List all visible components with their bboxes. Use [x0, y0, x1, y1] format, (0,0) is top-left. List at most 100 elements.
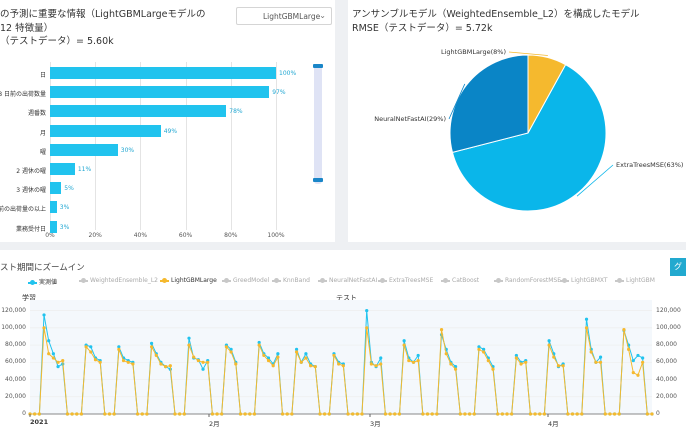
feature-bar[interactable]: [50, 163, 75, 175]
legend-item[interactable]: CatBoost: [441, 277, 479, 284]
series-point[interactable]: [248, 412, 252, 416]
series-point[interactable]: [444, 352, 448, 356]
series-point[interactable]: [159, 362, 163, 366]
series-point[interactable]: [229, 350, 233, 354]
series-point[interactable]: [56, 365, 60, 369]
feature-bar[interactable]: [50, 220, 57, 233]
series-point[interactable]: [542, 412, 547, 416]
series-point[interactable]: [369, 362, 373, 366]
series-point[interactable]: [210, 412, 214, 416]
series-point[interactable]: [201, 360, 205, 364]
series-point[interactable]: [84, 345, 88, 349]
series-point[interactable]: [47, 352, 51, 356]
series-point[interactable]: [449, 362, 453, 366]
series-point[interactable]: [458, 412, 462, 416]
series-point[interactable]: [56, 360, 60, 364]
series-point[interactable]: [575, 412, 579, 416]
feature-bar[interactable]: [50, 124, 161, 137]
series-point[interactable]: [89, 345, 93, 349]
series-point[interactable]: [257, 340, 261, 345]
series-point[interactable]: [402, 343, 406, 347]
series-point[interactable]: [439, 327, 444, 332]
series-point[interactable]: [276, 352, 280, 356]
series-point[interactable]: [500, 412, 504, 416]
legend-item[interactable]: ExtraTreesMSE: [378, 277, 433, 284]
pie-slice[interactable]: [451, 63, 607, 212]
series-point[interactable]: [93, 358, 98, 362]
series-point[interactable]: [234, 362, 238, 366]
feature-bar[interactable]: [50, 143, 118, 156]
series-point[interactable]: [645, 412, 649, 416]
series-point[interactable]: [627, 347, 631, 351]
series-point[interactable]: [323, 412, 327, 416]
series-point[interactable]: [416, 353, 420, 358]
series-point[interactable]: [566, 412, 570, 416]
series-point[interactable]: [598, 355, 603, 359]
series-point[interactable]: [453, 365, 458, 369]
series-point[interactable]: [365, 309, 369, 313]
series-point[interactable]: [243, 412, 247, 416]
series-point[interactable]: [98, 360, 102, 364]
series-point[interactable]: [584, 326, 589, 330]
series-point[interactable]: [178, 412, 182, 416]
series-point[interactable]: [425, 412, 430, 416]
series-point[interactable]: [285, 412, 289, 416]
series-point[interactable]: [468, 412, 472, 416]
series-point[interactable]: [631, 371, 635, 375]
series-point[interactable]: [519, 362, 523, 366]
series-point[interactable]: [482, 347, 486, 351]
series-point[interactable]: [421, 412, 425, 416]
series-point[interactable]: [117, 347, 121, 351]
series-point[interactable]: [309, 364, 313, 368]
series-point[interactable]: [192, 355, 196, 359]
legend-item[interactable]: 実測値: [28, 277, 57, 286]
series-point[interactable]: [154, 353, 158, 358]
series-point[interactable]: [617, 412, 621, 416]
series-point[interactable]: [608, 412, 612, 416]
series-point[interactable]: [505, 412, 509, 416]
series-point[interactable]: [220, 412, 224, 416]
feature-bar[interactable]: [50, 67, 276, 79]
series-point[interactable]: [374, 364, 378, 368]
series-point[interactable]: [341, 364, 345, 368]
series-point[interactable]: [47, 339, 51, 343]
series-point[interactable]: [65, 412, 70, 416]
series-point[interactable]: [598, 360, 603, 364]
series-point[interactable]: [463, 412, 467, 416]
series-point[interactable]: [51, 356, 55, 360]
series-point[interactable]: [89, 350, 93, 354]
series-point[interactable]: [641, 356, 645, 360]
series-point[interactable]: [61, 358, 65, 363]
series-point[interactable]: [215, 412, 219, 416]
series-point[interactable]: [552, 355, 556, 359]
series-point[interactable]: [650, 412, 654, 416]
series-point[interactable]: [636, 373, 640, 377]
series-point[interactable]: [206, 360, 210, 364]
series-point[interactable]: [594, 360, 598, 364]
series-point[interactable]: [318, 412, 322, 416]
feature-bar[interactable]: [50, 86, 270, 99]
series-point[interactable]: [435, 412, 439, 416]
series-point[interactable]: [477, 347, 481, 351]
series-point[interactable]: [636, 353, 640, 358]
series-point[interactable]: [187, 336, 191, 340]
series-point[interactable]: [416, 358, 420, 363]
series-point[interactable]: [528, 412, 533, 416]
series-point[interactable]: [145, 412, 149, 416]
series-point[interactable]: [271, 364, 275, 368]
series-point[interactable]: [173, 412, 177, 416]
series-point[interactable]: [164, 365, 168, 369]
series-point[interactable]: [196, 358, 200, 363]
series-point[interactable]: [294, 347, 299, 351]
series-point[interactable]: [547, 343, 551, 347]
series-point[interactable]: [238, 412, 243, 416]
series-point[interactable]: [304, 352, 308, 356]
series-point[interactable]: [112, 412, 116, 416]
series-point[interactable]: [533, 412, 537, 416]
legend-item[interactable]: LightGBM: [615, 277, 655, 284]
chart-scrollbar[interactable]: [313, 64, 323, 184]
series-point[interactable]: [603, 412, 607, 416]
series-point[interactable]: [402, 339, 406, 343]
series-point[interactable]: [117, 345, 121, 349]
series-point[interactable]: [472, 412, 476, 416]
